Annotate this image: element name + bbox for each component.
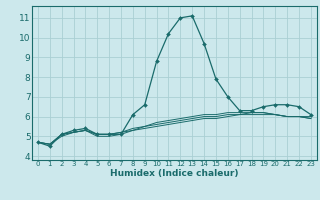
X-axis label: Humidex (Indice chaleur): Humidex (Indice chaleur) bbox=[110, 169, 239, 178]
